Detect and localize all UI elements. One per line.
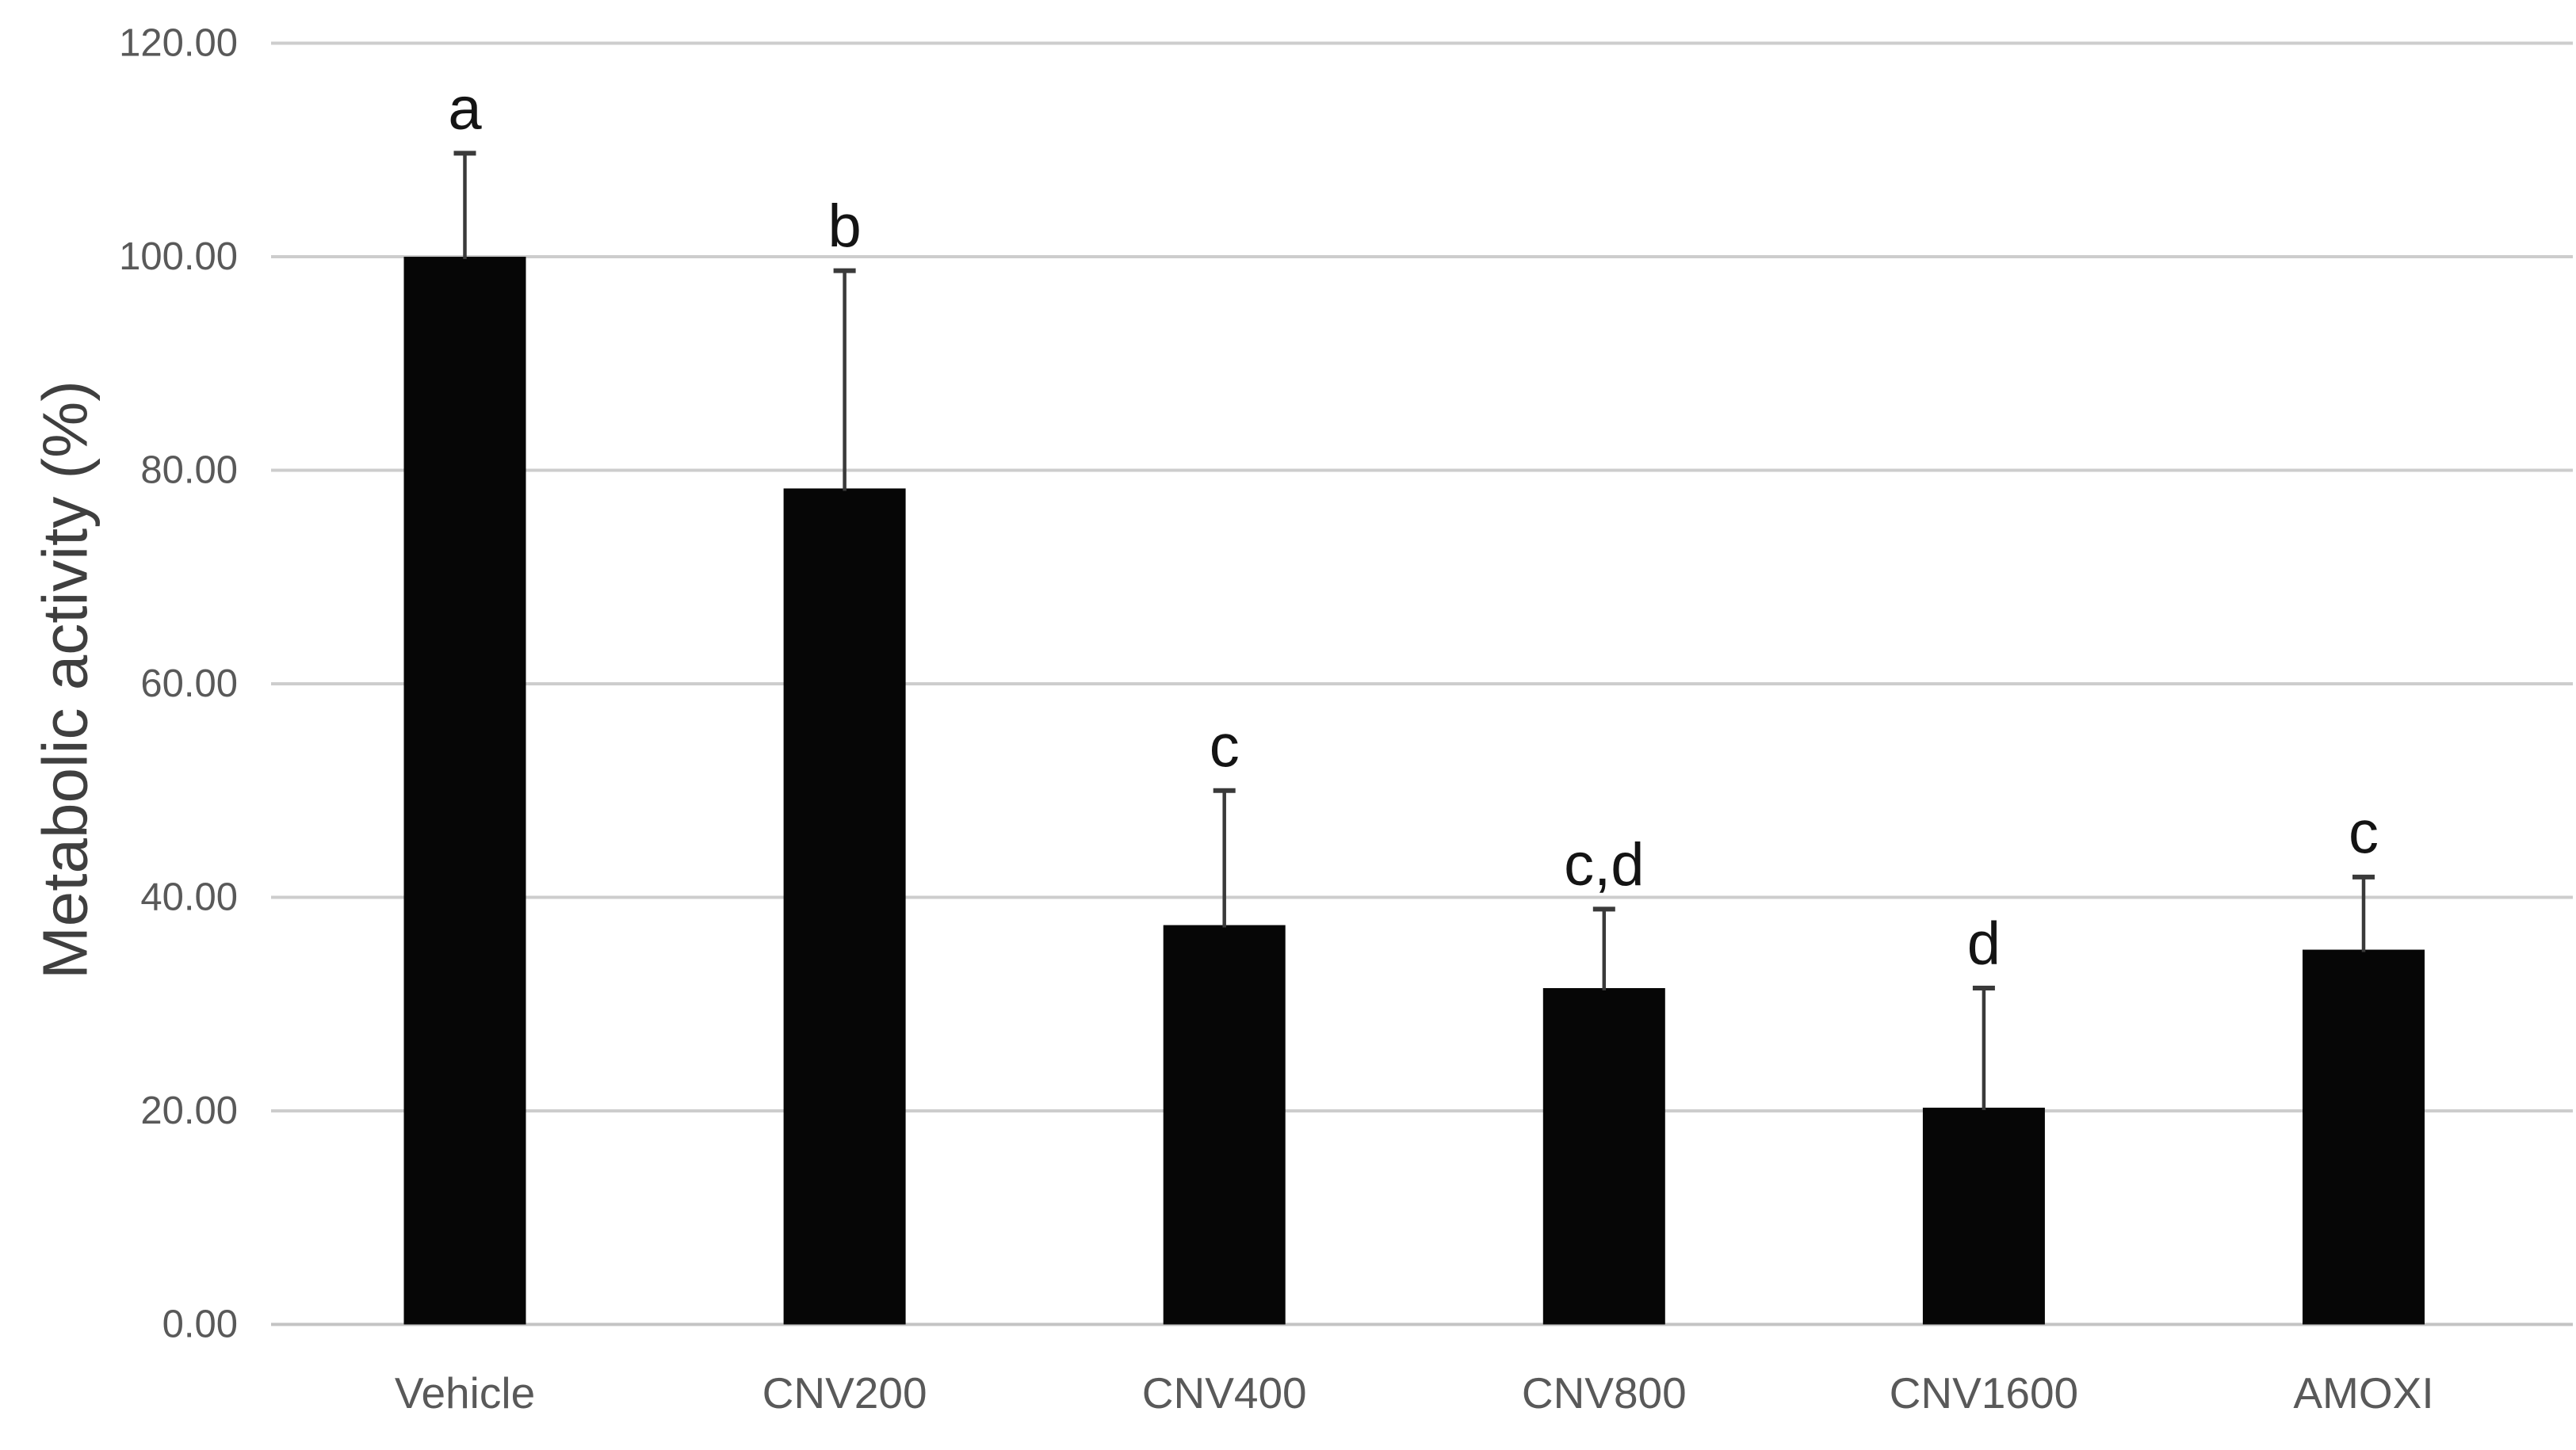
x-axis-category-labels: Vehicle CNV200 CNV400 CNV800 CNV1600 AMOXI xyxy=(395,1368,2434,1418)
y-tick-label-0: 0.00 xyxy=(162,1303,238,1346)
annotations-group: a b c c,d d c xyxy=(448,75,2379,978)
y-tick-label-20: 20.00 xyxy=(140,1089,238,1132)
significance-letter-cnv400: c xyxy=(1210,712,1240,780)
x-category-label-cnv200: CNV200 xyxy=(762,1368,927,1418)
x-category-label-cnv800: CNV800 xyxy=(1522,1368,1687,1418)
bars-group xyxy=(403,257,2425,1325)
bar-amoxi[interactable] xyxy=(2303,949,2425,1325)
bar-cnv1600[interactable] xyxy=(1922,1107,2045,1325)
x-category-label-cnv1600: CNV1600 xyxy=(1890,1368,2078,1418)
significance-letter-vehicle: a xyxy=(448,75,482,143)
y-tick-label-40: 40.00 xyxy=(140,876,238,919)
bar-cnv400[interactable] xyxy=(1163,925,1286,1325)
x-category-label-amoxi: AMOXI xyxy=(2293,1368,2433,1418)
y-tick-label-100: 100.00 xyxy=(119,235,238,278)
y-tick-label-120: 120.00 xyxy=(119,22,238,65)
bar-cnv200[interactable] xyxy=(783,488,906,1325)
bar-vehicle[interactable] xyxy=(403,257,526,1325)
significance-letter-cnv1600: d xyxy=(1967,910,2001,978)
error-bars-group xyxy=(453,151,2375,1110)
significance-letter-cnv200: b xyxy=(827,193,861,260)
y-tick-label-80: 80.00 xyxy=(140,449,238,492)
significance-letter-cnv800: c,d xyxy=(1564,831,1644,899)
x-category-label-vehicle: Vehicle xyxy=(395,1368,535,1418)
gridlines-group xyxy=(271,41,2573,1326)
bar-cnv800[interactable] xyxy=(1542,988,1665,1325)
significance-letter-amoxi: c xyxy=(2349,799,2379,866)
y-axis-title: Metabolic activity (%) xyxy=(30,380,101,979)
y-tick-label-60: 60.00 xyxy=(140,662,238,705)
y-axis-tick-labels: 0.00 20.00 40.00 60.00 80.00 100.00 120.00 xyxy=(119,22,238,1346)
x-category-label-cnv400: CNV400 xyxy=(1142,1368,1307,1418)
